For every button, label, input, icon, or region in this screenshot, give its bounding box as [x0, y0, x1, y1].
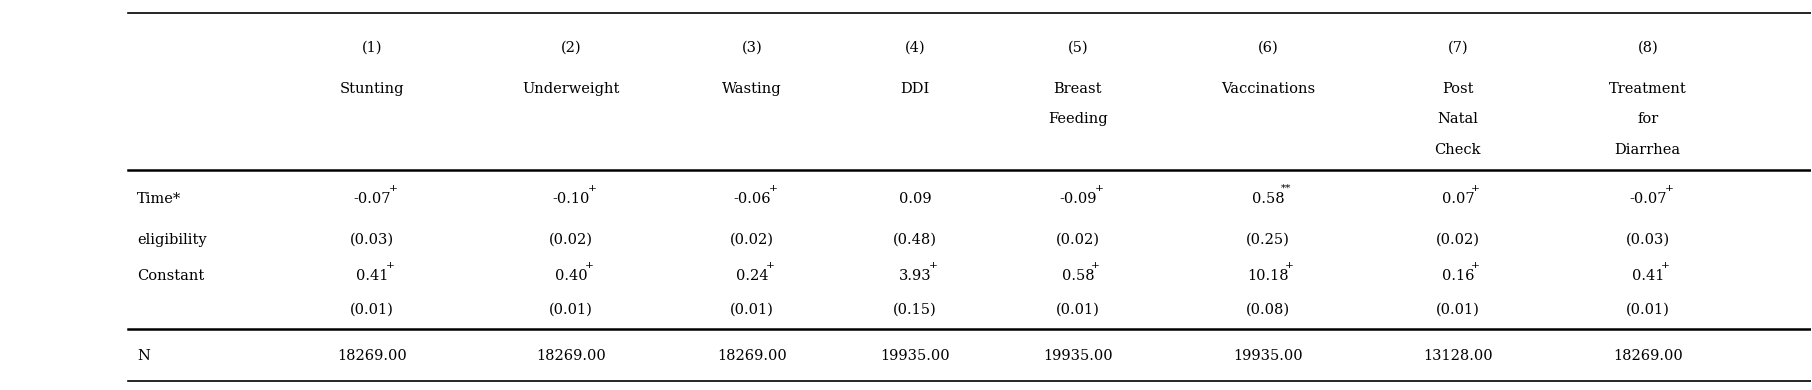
Text: N: N: [138, 349, 150, 363]
Text: (0.01): (0.01): [730, 302, 774, 316]
Text: +: +: [1091, 261, 1100, 270]
Text: (1): (1): [362, 41, 382, 55]
Text: Natal: Natal: [1437, 112, 1479, 126]
Text: Wasting: Wasting: [723, 82, 783, 96]
Text: +: +: [386, 261, 395, 270]
Text: 19935.00: 19935.00: [1232, 349, 1303, 363]
Text: +: +: [768, 184, 777, 193]
Text: 18269.00: 18269.00: [1613, 349, 1683, 363]
Text: (4): (4): [904, 41, 926, 55]
Text: (0.15): (0.15): [893, 302, 937, 316]
Text: 18269.00: 18269.00: [718, 349, 786, 363]
Text: +: +: [589, 184, 596, 193]
Text: (0.03): (0.03): [350, 232, 395, 246]
Text: 0.09: 0.09: [899, 192, 931, 206]
Text: 0.41: 0.41: [1631, 269, 1663, 283]
Text: (0.03): (0.03): [1625, 232, 1671, 246]
Text: (0.01): (0.01): [549, 302, 593, 316]
Text: +: +: [1471, 184, 1480, 193]
Text: 3.93: 3.93: [899, 269, 931, 283]
Text: +: +: [585, 261, 594, 270]
Text: +: +: [390, 184, 399, 193]
Text: +: +: [928, 261, 937, 270]
Text: **: **: [1281, 184, 1292, 193]
Text: 19935.00: 19935.00: [881, 349, 949, 363]
Text: 0.41: 0.41: [357, 269, 388, 283]
Text: Diarrhea: Diarrhea: [1614, 144, 1682, 158]
Text: (0.01): (0.01): [1625, 302, 1669, 316]
Text: Breast: Breast: [1053, 82, 1102, 96]
Text: 0.07: 0.07: [1442, 192, 1475, 206]
Text: Check: Check: [1435, 144, 1480, 158]
Text: -0.07: -0.07: [353, 192, 391, 206]
Text: 19935.00: 19935.00: [1044, 349, 1113, 363]
Text: (0.01): (0.01): [1435, 302, 1480, 316]
Text: 0.58: 0.58: [1252, 192, 1285, 206]
Text: 0.16: 0.16: [1442, 269, 1475, 283]
Text: (0.01): (0.01): [1056, 302, 1100, 316]
Text: -0.07: -0.07: [1629, 192, 1667, 206]
Text: +: +: [1662, 261, 1671, 270]
Text: -0.10: -0.10: [553, 192, 591, 206]
Text: +: +: [1285, 261, 1294, 270]
Text: +: +: [1471, 261, 1480, 270]
Text: Time*: Time*: [138, 192, 181, 206]
Text: 0.40: 0.40: [554, 269, 587, 283]
Text: (0.02): (0.02): [1435, 232, 1480, 246]
Text: -0.09: -0.09: [1060, 192, 1096, 206]
Text: (0.01): (0.01): [350, 302, 395, 316]
Text: (2): (2): [562, 41, 582, 55]
Text: Constant: Constant: [138, 269, 205, 283]
Text: Feeding: Feeding: [1047, 112, 1107, 126]
Text: 0.58: 0.58: [1062, 269, 1094, 283]
Text: (5): (5): [1067, 41, 1089, 55]
Text: (3): (3): [741, 41, 763, 55]
Text: 18269.00: 18269.00: [337, 349, 408, 363]
Text: (7): (7): [1448, 41, 1468, 55]
Text: 18269.00: 18269.00: [536, 349, 607, 363]
Text: (0.02): (0.02): [549, 232, 593, 246]
Text: Vaccinations: Vaccinations: [1221, 82, 1316, 96]
Text: (0.08): (0.08): [1247, 302, 1290, 316]
Text: Treatment: Treatment: [1609, 82, 1687, 96]
Text: DDI: DDI: [901, 82, 930, 96]
Text: +: +: [1665, 184, 1674, 193]
Text: 10.18: 10.18: [1247, 269, 1288, 283]
Text: -0.06: -0.06: [734, 192, 772, 206]
Text: 0.24: 0.24: [736, 269, 768, 283]
Text: eligibility: eligibility: [138, 232, 207, 246]
Text: +: +: [1094, 184, 1104, 193]
Text: (0.48): (0.48): [893, 232, 937, 246]
Text: +: +: [766, 261, 774, 270]
Text: (0.02): (0.02): [730, 232, 774, 246]
Text: for: for: [1638, 112, 1658, 126]
Text: (0.02): (0.02): [1056, 232, 1100, 246]
Text: 13128.00: 13128.00: [1422, 349, 1493, 363]
Text: Underweight: Underweight: [522, 82, 620, 96]
Text: Post: Post: [1442, 82, 1473, 96]
Text: (0.25): (0.25): [1247, 232, 1290, 246]
Text: (8): (8): [1638, 41, 1658, 55]
Text: (6): (6): [1258, 41, 1277, 55]
Text: Stunting: Stunting: [341, 82, 404, 96]
